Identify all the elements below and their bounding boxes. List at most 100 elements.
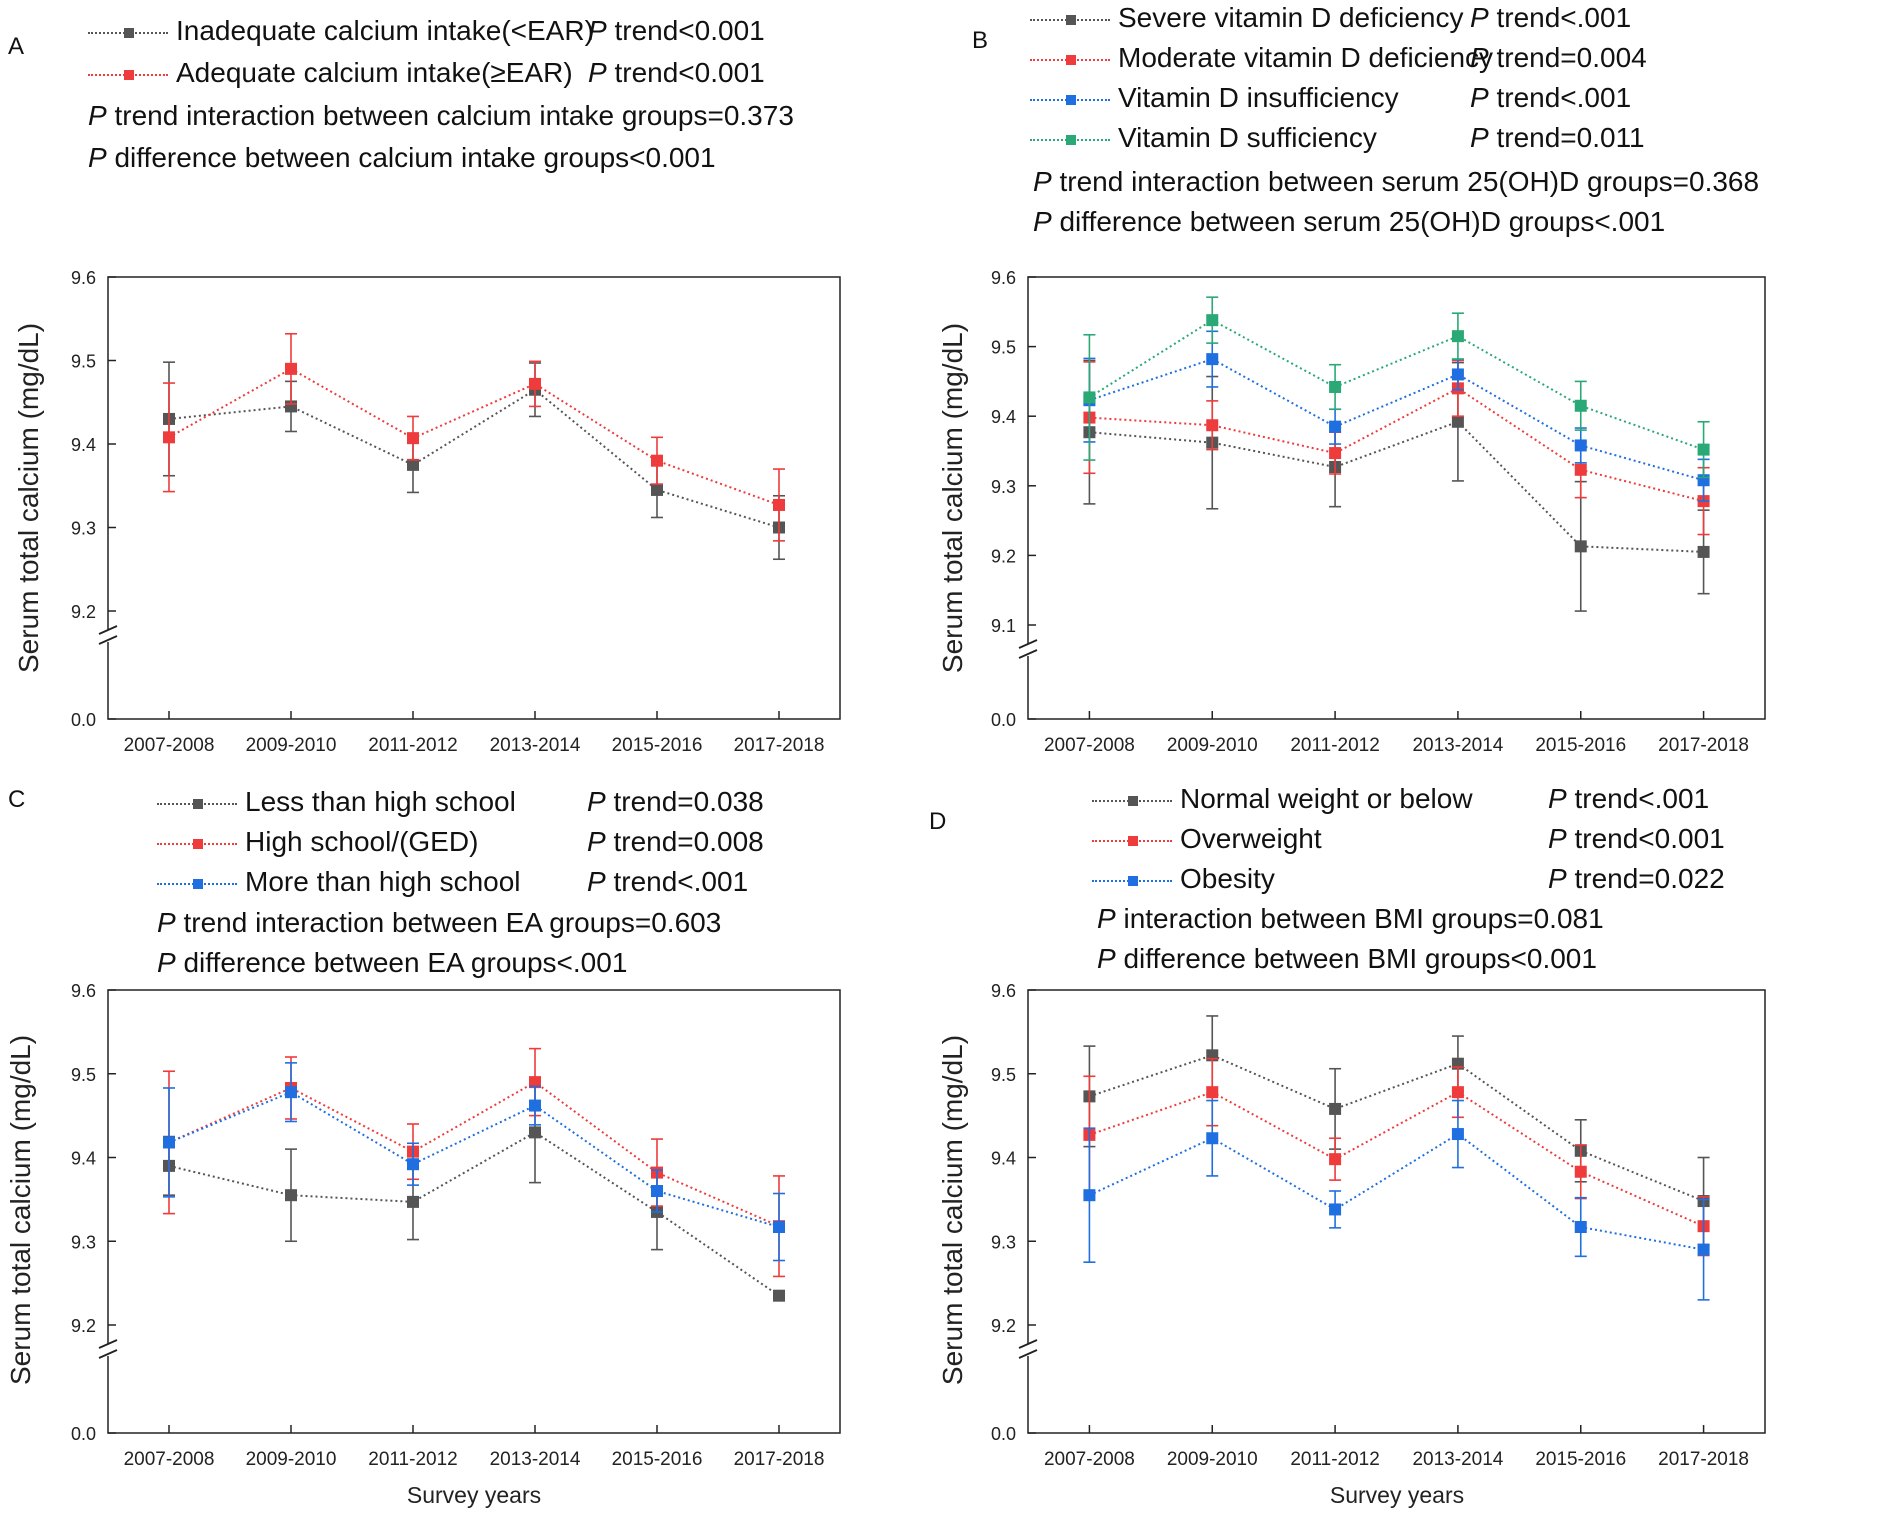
data-point xyxy=(1083,391,1096,404)
series-1 xyxy=(163,1047,785,1278)
data-point xyxy=(407,1195,419,1208)
x-tick-label: 2015-2016 xyxy=(612,1449,703,1470)
data-point xyxy=(1451,330,1464,343)
axis-break-mark xyxy=(98,1349,118,1359)
x-tick-label: 2007-2008 xyxy=(1044,735,1135,756)
data-point xyxy=(1697,545,1710,558)
legend-label: Less than high school xyxy=(245,786,516,817)
x-tick-label: 2007-2008 xyxy=(124,735,215,756)
stat-note: P difference between serum 25(OH)D group… xyxy=(1033,206,1666,237)
stat-note: P interaction between BMI groups=0.081 xyxy=(1097,903,1604,934)
legend-entry: Normal weight or below xyxy=(1092,783,1473,815)
series-0 xyxy=(163,361,785,561)
data-point xyxy=(1574,439,1587,452)
y-tick-label: 9.2 xyxy=(991,1316,1016,1336)
data-point xyxy=(1574,1165,1587,1178)
legend-marker xyxy=(1030,90,1110,110)
data-point xyxy=(773,498,785,511)
legend-entry: Moderate vitamin D deficiency xyxy=(1030,42,1493,74)
data-point xyxy=(529,1076,541,1089)
x-tick-label: 2017-2018 xyxy=(1658,1449,1749,1470)
legend-marker xyxy=(1092,831,1172,851)
panel-letter-c: C xyxy=(8,786,26,813)
data-point xyxy=(1697,443,1710,456)
data-point xyxy=(163,431,175,444)
data-point xyxy=(1451,1128,1464,1141)
legend-entry: Less than high school xyxy=(157,786,516,818)
data-point xyxy=(773,1221,785,1234)
data-point xyxy=(529,1099,541,1112)
series-0 xyxy=(1083,359,1710,612)
series-line xyxy=(168,367,780,506)
data-point xyxy=(1329,420,1342,433)
legend-marker xyxy=(157,834,237,854)
legend-label: Vitamin D sufficiency xyxy=(1118,122,1377,153)
series-line xyxy=(168,1091,780,1228)
data-point xyxy=(407,1158,419,1171)
legend-entry: Obesity xyxy=(1092,863,1275,895)
series-line xyxy=(168,1080,780,1228)
axis-break-mark xyxy=(98,625,118,635)
stat-note: P difference between EA groups<.001 xyxy=(157,947,628,978)
y-tick-label: 9.5 xyxy=(71,1065,96,1085)
data-point xyxy=(1206,314,1219,327)
stat-note: P trend interaction between calcium inta… xyxy=(88,100,794,131)
legend-p-trend: P trend=0.011 xyxy=(1470,122,1645,153)
x-tick-label: 2009-2010 xyxy=(1167,735,1258,756)
panel-letter-d: D xyxy=(929,808,947,835)
series-line xyxy=(1089,358,1704,482)
legend-marker xyxy=(1092,791,1172,811)
x-tick-label: 2011-2012 xyxy=(1290,735,1379,756)
y-tick-label: 9.2 xyxy=(991,546,1016,566)
data-point xyxy=(1574,540,1587,553)
data-point xyxy=(285,1189,297,1202)
legend-entry: More than high school xyxy=(157,866,521,898)
series-1 xyxy=(1083,359,1710,536)
legend-entry: Severe vitamin D deficiency xyxy=(1030,2,1463,34)
x-tick-label: 2011-2012 xyxy=(1290,1449,1379,1470)
legend-label: High school/(GED) xyxy=(245,826,479,857)
data-point xyxy=(529,1126,541,1139)
y-tick-label-zero: 0.0 xyxy=(991,710,1016,730)
series-line xyxy=(1089,387,1704,503)
y-tick-label-zero: 0.0 xyxy=(71,1424,96,1444)
legend-label: Severe vitamin D deficiency xyxy=(1118,2,1464,33)
stat-note: P difference between BMI groups<0.001 xyxy=(1097,943,1597,974)
data-point xyxy=(407,432,419,445)
chart-panel-a: 9.2 9.3 9.4 9.5 9.6 0.0 2007-2008 2009-2010 2011… xyxy=(13,268,841,756)
legend-p-trend: P trend<.001 xyxy=(587,866,749,897)
y-tick-label-zero: 0.0 xyxy=(991,1424,1016,1444)
chart-panel-c: 9.2 9.3 9.4 9.5 9.6 0.0 2007-2008 2009-2010 2011… xyxy=(5,981,841,1508)
axis-break-mark xyxy=(1018,1349,1038,1359)
x-tick-label: 2011-2012 xyxy=(368,735,457,756)
x-tick-label: 2007-2008 xyxy=(1044,1449,1135,1470)
legend-label: Overweight xyxy=(1180,823,1322,854)
x-tick-label: 2015-2016 xyxy=(612,735,703,756)
legend-p-trend: P trend<.001 xyxy=(1548,783,1710,814)
data-point xyxy=(1206,353,1219,366)
series-1 xyxy=(1083,1057,1710,1257)
data-point xyxy=(163,1136,175,1149)
stat-note: P trend interaction between EA groups=0.… xyxy=(157,907,722,938)
legend-entry: Inadequate calcium intake(<EAR) xyxy=(88,15,594,47)
y-tick-label: 9.4 xyxy=(991,1149,1016,1169)
data-point xyxy=(1329,1153,1342,1166)
legend-p-trend: P trend=0.022 xyxy=(1548,863,1725,894)
y-tick-label: 9.3 xyxy=(991,1232,1016,1252)
legend-label: Adequate calcium intake(≥EAR) xyxy=(176,57,573,88)
series-3 xyxy=(1083,296,1710,479)
series-line xyxy=(1089,420,1704,553)
x-tick-label: 2009-2010 xyxy=(1167,1449,1258,1470)
legend-marker xyxy=(1030,130,1110,150)
y-tick-label: 9.3 xyxy=(991,477,1016,497)
axis-break-mark xyxy=(1018,649,1038,659)
x-tick-label: 2009-2010 xyxy=(246,735,337,756)
x-axis-label: Survey years xyxy=(1330,1482,1464,1508)
x-tick-label: 2013-2014 xyxy=(490,1449,581,1470)
y-axis-label: Serum total calcium (mg/dL) xyxy=(13,323,44,673)
y-axis-label: Serum total calcium (mg/dL) xyxy=(937,1035,968,1385)
data-point xyxy=(1451,368,1464,381)
y-tick-label: 9.4 xyxy=(71,435,96,455)
chart-panel-b: 9.1 9.2 9.3 9.4 9.5 9.6 0.0 2007-2008 2009-2010 2… xyxy=(937,268,1766,756)
